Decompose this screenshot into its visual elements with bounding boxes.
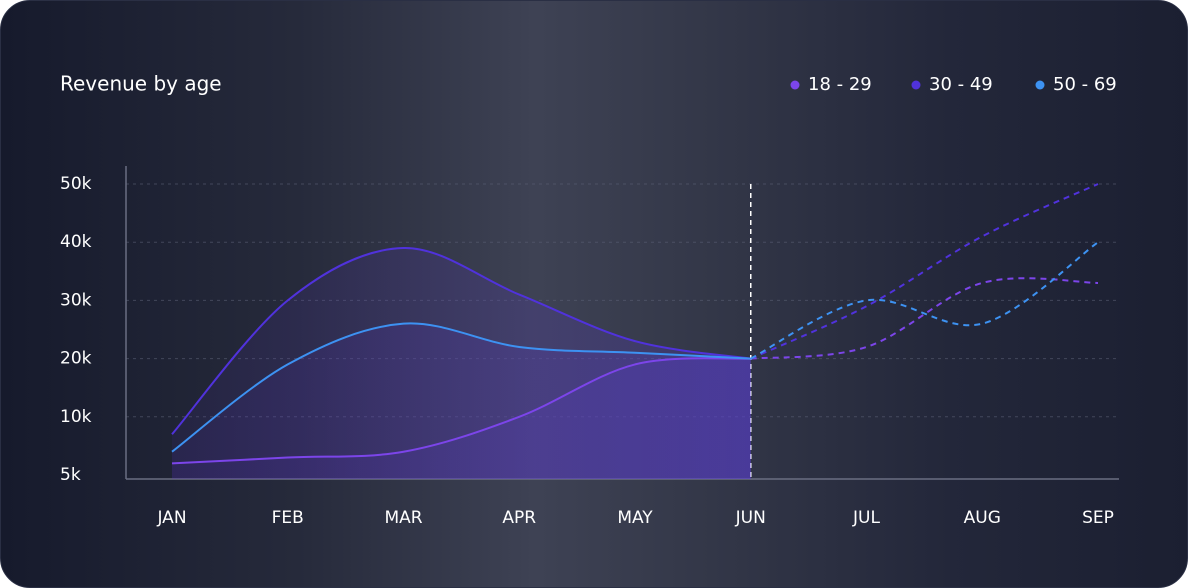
- legend-dot: [1035, 80, 1045, 90]
- x-tick-label: AUG: [964, 508, 1001, 528]
- y-tick-label: 10k: [60, 407, 92, 427]
- x-tick-label: FEB: [272, 508, 304, 528]
- legend-dot: [911, 80, 921, 90]
- x-tick-label: JUN: [735, 508, 766, 528]
- legend-label: 50 - 69: [1053, 74, 1117, 95]
- x-tick-label: JAN: [156, 508, 186, 528]
- y-tick-label: 5k: [60, 465, 81, 485]
- x-tick-label: JUL: [852, 508, 880, 528]
- legend-label: 30 - 49: [929, 74, 993, 95]
- y-tick-label: 20k: [60, 349, 92, 369]
- x-tick-label: MAR: [384, 508, 422, 528]
- series-line: [171, 247, 751, 435]
- series-line: [750, 241, 1099, 360]
- series-line: [171, 322, 751, 453]
- series-line: [171, 357, 751, 465]
- x-tick-label: APR: [502, 508, 536, 528]
- chart-title: Revenue by age: [60, 72, 222, 96]
- x-tick-label: SEP: [1082, 508, 1114, 528]
- series-area: [172, 323, 751, 479]
- y-tick-label: 50k: [60, 174, 92, 194]
- x-tick-label: MAY: [617, 508, 653, 528]
- y-tick-label: 30k: [60, 290, 92, 310]
- legend-dot: [790, 80, 800, 90]
- series-line: [750, 277, 1099, 360]
- y-tick-label: 40k: [60, 232, 92, 252]
- legend-label: 18 - 29: [808, 74, 872, 95]
- series-line: [750, 183, 1099, 360]
